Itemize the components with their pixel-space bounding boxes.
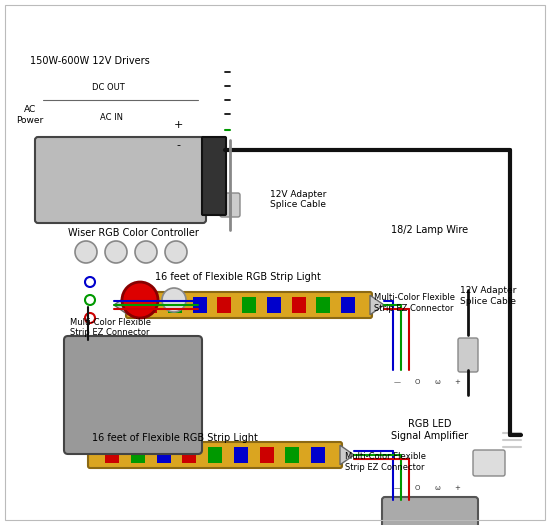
Text: L: L <box>212 128 216 132</box>
Bar <box>292 297 305 313</box>
Text: 16 feet of Flexible RGB Strip Light: 16 feet of Flexible RGB Strip Light <box>92 433 258 443</box>
FancyBboxPatch shape <box>220 193 240 217</box>
Text: 12V Adapter
Splice Cable: 12V Adapter Splice Cable <box>270 190 326 209</box>
Polygon shape <box>340 445 354 465</box>
Bar <box>208 447 222 463</box>
Text: 150W-600W 12V Drivers: 150W-600W 12V Drivers <box>30 56 150 66</box>
Bar <box>285 447 299 463</box>
Text: —: — <box>393 379 400 385</box>
Bar <box>217 297 231 313</box>
FancyBboxPatch shape <box>126 292 372 318</box>
FancyBboxPatch shape <box>35 137 206 223</box>
Text: +: + <box>454 485 460 491</box>
Text: AC IN: AC IN <box>101 113 124 122</box>
Text: RGB LED
Signal Amplifier: RGB LED Signal Amplifier <box>392 419 469 441</box>
FancyBboxPatch shape <box>88 442 342 468</box>
Text: +: + <box>211 68 217 72</box>
Bar <box>143 297 157 313</box>
Text: ω: ω <box>434 485 440 491</box>
Text: DC OUT: DC OUT <box>92 83 124 92</box>
Text: N: N <box>211 116 217 121</box>
Circle shape <box>105 241 127 263</box>
Polygon shape <box>114 295 128 315</box>
Text: —: — <box>393 485 400 491</box>
Text: Wiser RGB Color Controller: Wiser RGB Color Controller <box>68 228 199 238</box>
Text: −: − <box>211 91 217 97</box>
Bar <box>260 447 273 463</box>
Bar <box>234 447 248 463</box>
Text: +: + <box>211 79 217 85</box>
FancyBboxPatch shape <box>473 450 505 476</box>
FancyBboxPatch shape <box>458 338 478 372</box>
Text: -: - <box>176 140 180 150</box>
Text: +: + <box>173 120 183 130</box>
Text: 16 feet of Flexible RGB Strip Light: 16 feet of Flexible RGB Strip Light <box>155 272 321 282</box>
Circle shape <box>135 241 157 263</box>
Polygon shape <box>370 295 384 315</box>
Circle shape <box>162 288 186 312</box>
Text: O: O <box>414 485 420 491</box>
Bar <box>316 297 330 313</box>
Bar <box>105 447 119 463</box>
Text: Multi-Color Flexible
Strip EZ Connector: Multi-Color Flexible Strip EZ Connector <box>345 453 426 471</box>
Text: Multi-Color Flexible
Strip EZ Connector: Multi-Color Flexible Strip EZ Connector <box>374 293 455 313</box>
Bar <box>267 297 280 313</box>
Bar <box>131 447 145 463</box>
Text: G: G <box>211 103 217 109</box>
Text: ω: ω <box>434 379 440 385</box>
Text: 12V Adapter
Splice Cable: 12V Adapter Splice Cable <box>460 286 516 306</box>
Bar <box>341 297 355 313</box>
Bar <box>311 447 325 463</box>
FancyBboxPatch shape <box>64 336 202 454</box>
Bar <box>168 297 182 313</box>
Bar <box>242 297 256 313</box>
Text: O: O <box>414 379 420 385</box>
FancyBboxPatch shape <box>382 497 478 525</box>
FancyBboxPatch shape <box>202 137 226 215</box>
Circle shape <box>122 282 158 318</box>
Circle shape <box>75 241 97 263</box>
Text: +: + <box>454 379 460 385</box>
Text: Multi-Color Flexible
Strip EZ Connector: Multi-Color Flexible Strip EZ Connector <box>70 318 151 338</box>
Bar <box>182 447 196 463</box>
Bar <box>157 447 170 463</box>
Bar <box>192 297 206 313</box>
Circle shape <box>165 241 187 263</box>
Text: 18/2 Lamp Wire: 18/2 Lamp Wire <box>392 225 469 235</box>
Text: AC
Power: AC Power <box>16 106 43 125</box>
